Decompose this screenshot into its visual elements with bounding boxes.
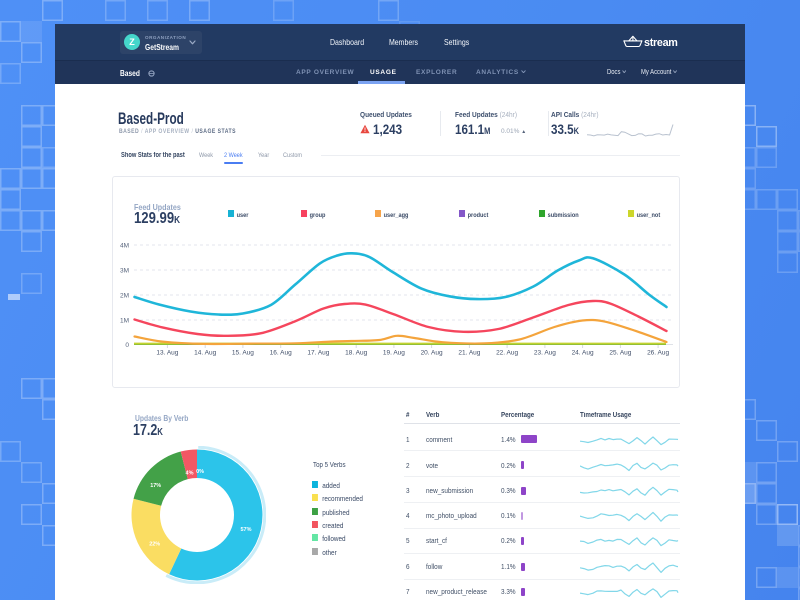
svg-text:14. Aug: 14. Aug [194, 350, 216, 357]
svg-text:!: ! [364, 128, 366, 134]
svg-text:21. Aug: 21. Aug [458, 350, 480, 357]
svg-text:19. Aug: 19. Aug [383, 350, 405, 357]
svg-text:23. Aug: 23. Aug [534, 350, 556, 357]
svg-text:18. Aug: 18. Aug [345, 350, 367, 357]
svg-text:16. Aug: 16. Aug [270, 350, 292, 357]
svg-text:22%: 22% [149, 542, 160, 548]
svg-text:24. Aug: 24. Aug [572, 350, 594, 357]
svg-text:26. Aug: 26. Aug [647, 350, 669, 357]
svg-text:3M: 3M [120, 268, 129, 275]
svg-text:13. Aug: 13. Aug [156, 350, 178, 357]
svg-text:4M: 4M [120, 243, 129, 250]
svg-text:17. Aug: 17. Aug [307, 350, 329, 357]
svg-text:22. Aug: 22. Aug [496, 350, 518, 357]
svg-text:0: 0 [125, 342, 129, 349]
svg-text:2M: 2M [120, 293, 129, 300]
svg-text:0%: 0% [196, 469, 204, 475]
svg-text:25. Aug: 25. Aug [609, 350, 631, 357]
svg-text:1M: 1M [120, 318, 129, 325]
svg-text:57%: 57% [240, 527, 251, 533]
svg-text:20. Aug: 20. Aug [421, 350, 443, 357]
svg-text:4%: 4% [186, 471, 194, 477]
svg-text:17%: 17% [150, 483, 161, 489]
svg-text:stream: stream [644, 37, 678, 49]
svg-text:15. Aug: 15. Aug [232, 350, 254, 357]
